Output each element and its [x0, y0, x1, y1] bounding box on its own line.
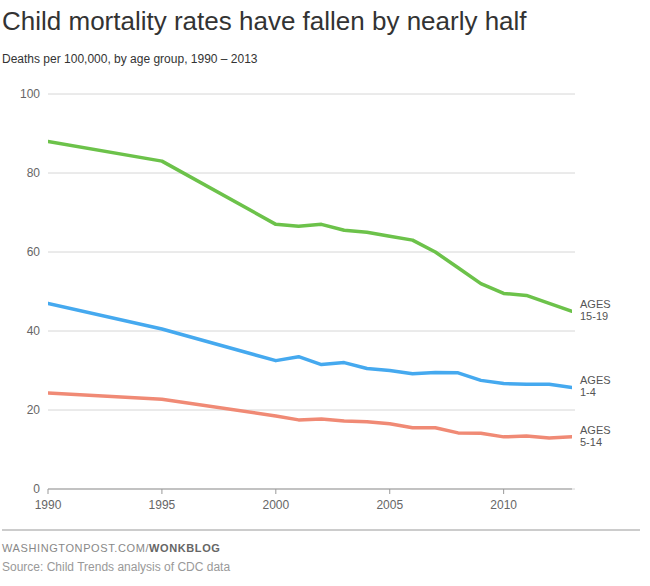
series-line — [48, 141, 572, 311]
x-tick-label: 2000 — [262, 498, 289, 512]
grid-line — [48, 331, 575, 332]
series-label-line: AGES — [580, 374, 611, 386]
series-label: AGES15-19 — [580, 298, 611, 322]
grid-line — [48, 410, 575, 411]
source: Source: Child Trends analysis of CDC dat… — [2, 560, 230, 574]
grid-line — [48, 94, 575, 95]
y-axis: 0 20 40 60 80 100 — [20, 87, 575, 496]
footer: WASHINGTONPOST.COM/WONKBLOG — [2, 542, 220, 554]
series-line — [48, 393, 572, 438]
x-axis-line — [48, 489, 572, 490]
x-tick — [48, 489, 49, 494]
y-tick-label: 100 — [20, 87, 40, 101]
series-label-line: AGES — [580, 298, 611, 310]
chart: Child mortality rates have fallen by nea… — [0, 0, 650, 586]
series-label: AGES1-4 — [580, 374, 611, 398]
y-tick-label: 0 — [33, 482, 40, 496]
subtitle: Deaths per 100,000, by age group, 1990 –… — [2, 52, 258, 66]
x-tick-label: 1990 — [35, 498, 62, 512]
grid-line — [48, 489, 575, 490]
grid-line — [48, 252, 575, 253]
series-label-line: AGES — [580, 424, 611, 436]
y-tick-label: 80 — [27, 166, 41, 180]
x-tick-label: 2005 — [376, 498, 403, 512]
x-tick-label: 1995 — [149, 498, 176, 512]
x-tick — [275, 489, 276, 494]
grid-line — [48, 173, 575, 174]
footer-part: WONKBLOG — [149, 542, 220, 554]
x-tick — [503, 489, 504, 494]
x-tick — [161, 489, 162, 494]
series-line — [48, 303, 572, 387]
x-axis: 1990 1995 2000 2005 2010 — [35, 489, 518, 512]
title: Child mortality rates have fallen by nea… — [2, 6, 527, 36]
series-labels: AGES15-19AGES1-4AGES5-14 — [580, 298, 611, 448]
lines — [48, 141, 572, 438]
series-label: AGES5-14 — [580, 424, 611, 448]
series-label-line: 5-14 — [580, 436, 602, 448]
y-tick-label: 60 — [27, 245, 41, 259]
y-tick-label: 20 — [27, 403, 41, 417]
x-tick — [389, 489, 390, 494]
y-tick-label: 40 — [27, 324, 41, 338]
x-tick-label: 2010 — [490, 498, 517, 512]
series-label-line: 15-19 — [580, 310, 608, 322]
series-label-line: 1-4 — [580, 386, 596, 398]
footer-rule — [2, 530, 640, 531]
footer-part: WASHINGTONPOST.COM/ — [2, 542, 149, 554]
